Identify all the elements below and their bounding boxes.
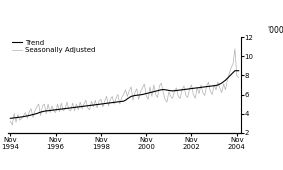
- Seasonally Adjusted: [222, 83, 225, 85]
- Trend: [237, 70, 240, 72]
- Trend: [233, 70, 237, 72]
- Trend: [82, 105, 86, 107]
- Seasonally Adjusted: [9, 120, 12, 122]
- Trend: [230, 73, 233, 75]
- Seasonally Adjusted: [233, 48, 237, 50]
- Line: Seasonally Adjusted: Seasonally Adjusted: [10, 49, 239, 125]
- Trend: [9, 117, 12, 119]
- Seasonally Adjusted: [84, 99, 87, 101]
- Seasonally Adjusted: [135, 88, 138, 90]
- Seasonally Adjusted: [231, 63, 235, 65]
- Trend: [220, 82, 223, 84]
- Trend: [154, 90, 157, 92]
- Trend: [61, 108, 65, 110]
- Seasonally Adjusted: [63, 108, 67, 110]
- Seasonally Adjusted: [237, 76, 240, 78]
- Seasonally Adjusted: [10, 124, 14, 126]
- Legend: Trend, Seasonally Adjusted: Trend, Seasonally Adjusted: [12, 40, 96, 53]
- Line: Trend: Trend: [10, 71, 239, 118]
- Y-axis label: '000: '000: [267, 26, 283, 35]
- Trend: [133, 95, 137, 97]
- Seasonally Adjusted: [156, 96, 159, 98]
